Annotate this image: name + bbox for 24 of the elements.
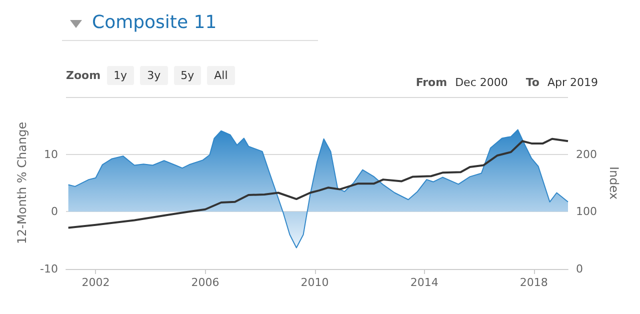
text: 5y [174, 66, 202, 85]
chart-title: Composite 11 [92, 12, 217, 33]
x-tick-label: 2018 [520, 276, 548, 289]
y-tick-label: -10 [40, 262, 58, 276]
y2-tick-label: 200 [576, 148, 597, 161]
text: From [416, 76, 448, 89]
y2-axis-title: Index [606, 166, 621, 200]
line-series [67, 138, 569, 229]
text: Dec 2000 [455, 76, 508, 89]
x-tick-label: 2002 [82, 276, 110, 289]
x-tick-label: 2006 [191, 276, 220, 289]
text: All [207, 66, 235, 85]
y-tick-label: 0 [51, 205, 58, 218]
y2-tick-label: 100 [576, 205, 597, 218]
text: To [526, 76, 540, 89]
x-tick-label: 2010 [300, 276, 329, 289]
text: 3y [140, 66, 168, 85]
text: Zoom [66, 69, 101, 82]
x-tick-label: 2014 [410, 276, 438, 289]
text: Apr 2019 [547, 76, 598, 89]
text: 1y [106, 66, 134, 85]
y-tick-label: 10 [44, 148, 58, 161]
y2-tick-label: 0 [576, 262, 583, 276]
y-axis-title: 12-Month % Change [15, 122, 29, 244]
